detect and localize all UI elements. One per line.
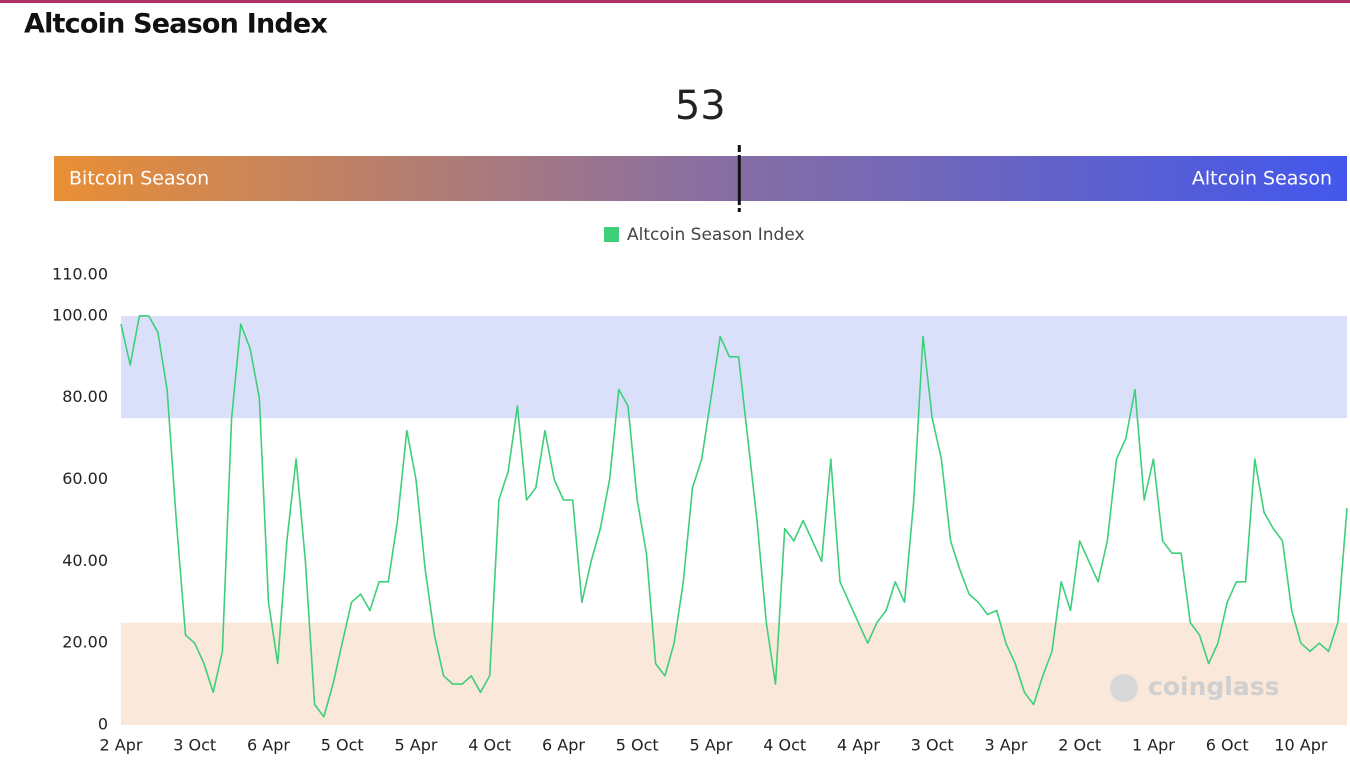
gauge-left-label: Bitcoin Season bbox=[69, 168, 209, 190]
x-tick-label: 1 Apr bbox=[1132, 736, 1175, 755]
x-tick-label: 2 Apr bbox=[100, 736, 143, 755]
x-tick-label: 6 Apr bbox=[247, 736, 290, 755]
chart-title: Altcoin Season Index bbox=[24, 9, 327, 40]
x-tick-label: 6 Oct bbox=[1206, 736, 1249, 755]
series-line bbox=[120, 315, 1348, 718]
y-tick-label: 20.00 bbox=[62, 633, 108, 652]
watermark: coinglass bbox=[1148, 672, 1279, 701]
x-tick-label: 5 Apr bbox=[395, 736, 438, 755]
band bbox=[121, 622, 1347, 725]
gauge-right-label: Altcoin Season bbox=[1192, 168, 1332, 190]
x-tick-label: 3 Oct bbox=[911, 736, 954, 755]
y-tick-label: 60.00 bbox=[62, 469, 108, 488]
y-tick-label: 0 bbox=[98, 715, 108, 734]
x-tick-label: 10 Apr bbox=[1274, 736, 1328, 755]
x-tick-label: 5 Oct bbox=[616, 736, 659, 755]
x-tick-label: 4 Oct bbox=[468, 736, 511, 755]
x-tick-label: 4 Apr bbox=[837, 736, 880, 755]
y-tick-label: 110.00 bbox=[52, 265, 108, 284]
top-border bbox=[0, 0, 1350, 3]
x-tick-label: 4 Oct bbox=[763, 736, 806, 755]
y-tick-label: 100.00 bbox=[52, 305, 108, 324]
band bbox=[121, 315, 1347, 419]
y-tick-label: 80.00 bbox=[62, 387, 108, 406]
gauge-value: 53 bbox=[675, 83, 726, 129]
x-tick-label: 6 Apr bbox=[542, 736, 585, 755]
legend-swatch bbox=[604, 227, 619, 242]
watermark-logo bbox=[1110, 674, 1138, 702]
x-tick-label: 3 Oct bbox=[173, 736, 216, 755]
x-tick-label: 5 Oct bbox=[321, 736, 364, 755]
gauge-bar bbox=[54, 156, 1347, 201]
x-tick-label: 3 Apr bbox=[984, 736, 1027, 755]
y-tick-label: 40.00 bbox=[62, 551, 108, 570]
x-tick-label: 2 Oct bbox=[1058, 736, 1101, 755]
legend-label: Altcoin Season Index bbox=[627, 225, 805, 245]
x-tick-label: 5 Apr bbox=[689, 736, 732, 755]
